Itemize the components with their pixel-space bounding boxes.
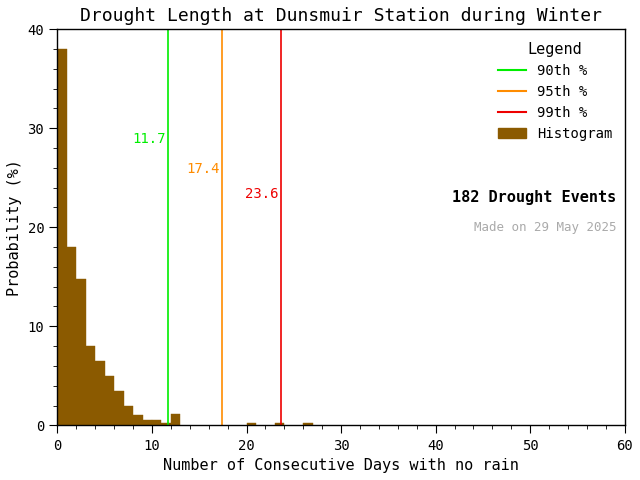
Bar [303,423,313,425]
Bar [95,361,105,425]
Bar [67,247,76,425]
Title: Drought Length at Dunsmuir Station during Winter: Drought Length at Dunsmuir Station durin… [80,7,602,25]
Text: 182 Drought Events: 182 Drought Events [452,190,616,204]
Bar [133,415,143,425]
Text: Made on 29 May 2025: Made on 29 May 2025 [474,221,616,234]
Bar [86,346,95,425]
Bar [124,406,133,425]
Text: 23.6: 23.6 [245,187,278,201]
Text: 17.4: 17.4 [186,162,220,176]
Bar [152,420,161,425]
Bar [114,391,124,425]
Bar [246,423,256,425]
Text: 11.7: 11.7 [132,132,166,146]
Bar [143,420,152,425]
Bar [171,414,180,425]
Legend: 90th %, 95th %, 99th %, Histogram: 90th %, 95th %, 99th %, Histogram [492,36,618,146]
Bar [275,423,284,425]
X-axis label: Number of Consecutive Days with no rain: Number of Consecutive Days with no rain [163,458,519,473]
Y-axis label: Probability (%): Probability (%) [7,159,22,296]
Bar [161,423,171,425]
Bar [105,376,114,425]
Bar [58,49,67,425]
Bar [76,279,86,425]
